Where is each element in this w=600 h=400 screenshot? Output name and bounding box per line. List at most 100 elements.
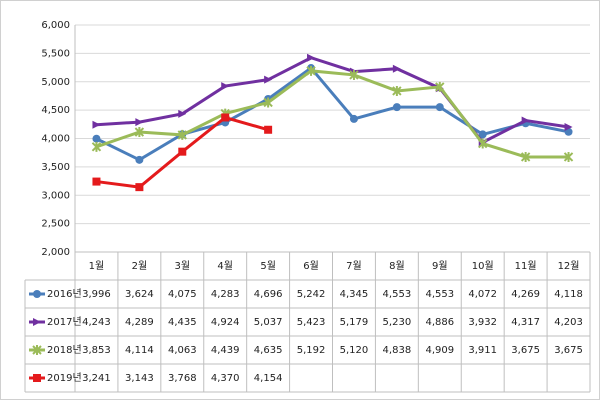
table-value: 4,154 xyxy=(254,373,283,384)
table-value: 3,143 xyxy=(125,373,154,384)
x-tick-label: 11월 xyxy=(515,260,537,272)
y-tick-label: 3,500 xyxy=(41,162,70,173)
y-tick-label: 2,000 xyxy=(41,247,70,258)
table-value: 5,192 xyxy=(297,345,326,356)
table-value: 4,439 xyxy=(211,345,240,356)
x-tick-label: 10월 xyxy=(472,260,494,272)
x-tick-label: 5월 xyxy=(260,260,276,272)
x-tick-label: 12월 xyxy=(558,260,580,272)
legend-label: 2019년 xyxy=(47,372,82,384)
point xyxy=(264,75,273,84)
x-tick-label: 1월 xyxy=(89,260,105,272)
series-line xyxy=(95,69,569,159)
table-value: 5,179 xyxy=(340,317,369,328)
table-value: 4,635 xyxy=(254,345,283,356)
table-value: 4,553 xyxy=(383,289,412,300)
table-value: 4,838 xyxy=(383,345,412,356)
point xyxy=(478,138,488,149)
legend-label: 2016년 xyxy=(47,288,82,300)
table-value: 4,289 xyxy=(125,317,154,328)
point xyxy=(264,125,273,134)
table-value: 4,114 xyxy=(125,345,154,356)
table-value: 3,241 xyxy=(82,373,111,384)
y-tick-label: 3,000 xyxy=(41,190,70,201)
y-tick-label: 4,500 xyxy=(41,105,70,116)
table-value: 5,037 xyxy=(254,317,283,328)
table-value: 4,203 xyxy=(554,317,583,328)
table-value: 4,243 xyxy=(82,317,111,328)
table-value: 3,675 xyxy=(554,345,583,356)
table-value: 4,435 xyxy=(168,317,197,328)
point xyxy=(392,64,401,73)
table-value: 5,242 xyxy=(297,289,326,300)
point xyxy=(392,103,401,112)
table-value: 4,345 xyxy=(340,289,369,300)
point xyxy=(92,134,101,143)
point xyxy=(92,120,101,129)
table-value: 3,675 xyxy=(511,345,540,356)
table-value: 4,118 xyxy=(554,289,583,300)
x-tick-label: 6월 xyxy=(303,260,319,272)
x-tick-label: 9월 xyxy=(432,260,448,272)
legend-marker xyxy=(32,345,42,355)
point xyxy=(435,81,445,92)
table-value: 4,370 xyxy=(211,373,240,384)
table-value: 3,853 xyxy=(82,345,111,356)
table-value: 4,886 xyxy=(425,317,454,328)
x-tick-label: 3월 xyxy=(175,260,191,272)
series-line xyxy=(95,65,569,162)
point xyxy=(307,53,316,62)
point xyxy=(564,122,573,131)
point xyxy=(134,127,145,138)
point xyxy=(221,82,230,91)
table-value: 4,283 xyxy=(211,289,240,300)
table-value: 5,120 xyxy=(340,345,369,356)
table-value: 4,553 xyxy=(425,289,454,300)
point xyxy=(135,183,144,192)
table-value: 4,317 xyxy=(511,317,540,328)
point xyxy=(178,147,187,156)
table-value: 4,909 xyxy=(425,345,454,356)
legend-marker xyxy=(33,318,41,326)
point xyxy=(135,155,144,164)
point xyxy=(263,97,273,108)
point xyxy=(177,129,187,140)
legend-marker xyxy=(33,374,41,382)
series-line xyxy=(96,56,569,145)
point xyxy=(349,114,358,123)
table-value: 4,075 xyxy=(168,289,197,300)
x-tick-label: 2월 xyxy=(132,260,148,272)
y-tick-label: 2,500 xyxy=(41,219,70,230)
x-tick-label: 4월 xyxy=(217,260,233,272)
point xyxy=(178,109,187,118)
table-value: 3,911 xyxy=(468,345,497,356)
y-tick-label: 4,000 xyxy=(41,134,70,145)
x-tick-label: 8월 xyxy=(389,260,405,272)
point xyxy=(349,69,359,80)
point xyxy=(520,151,531,162)
point xyxy=(478,130,487,139)
y-tick-label: 6,000 xyxy=(41,20,70,31)
y-tick-label: 5,000 xyxy=(41,77,70,88)
table-value: 4,696 xyxy=(254,289,283,300)
point xyxy=(306,65,316,76)
table-value: 4,269 xyxy=(511,289,540,300)
legend-marker xyxy=(33,290,41,298)
table-value: 3,624 xyxy=(125,289,154,300)
y-tick-label: 5,500 xyxy=(41,48,70,59)
table-value: 4,072 xyxy=(468,289,497,300)
point xyxy=(221,113,230,122)
table-value: 3,768 xyxy=(168,373,197,384)
point xyxy=(435,103,444,112)
point xyxy=(392,85,402,96)
table-value: 5,423 xyxy=(297,317,326,328)
point xyxy=(135,118,144,127)
point xyxy=(563,151,574,162)
point xyxy=(91,141,102,152)
point xyxy=(92,177,101,186)
table-value: 5,230 xyxy=(383,317,412,328)
point xyxy=(521,116,530,125)
table-value: 4,924 xyxy=(211,317,240,328)
